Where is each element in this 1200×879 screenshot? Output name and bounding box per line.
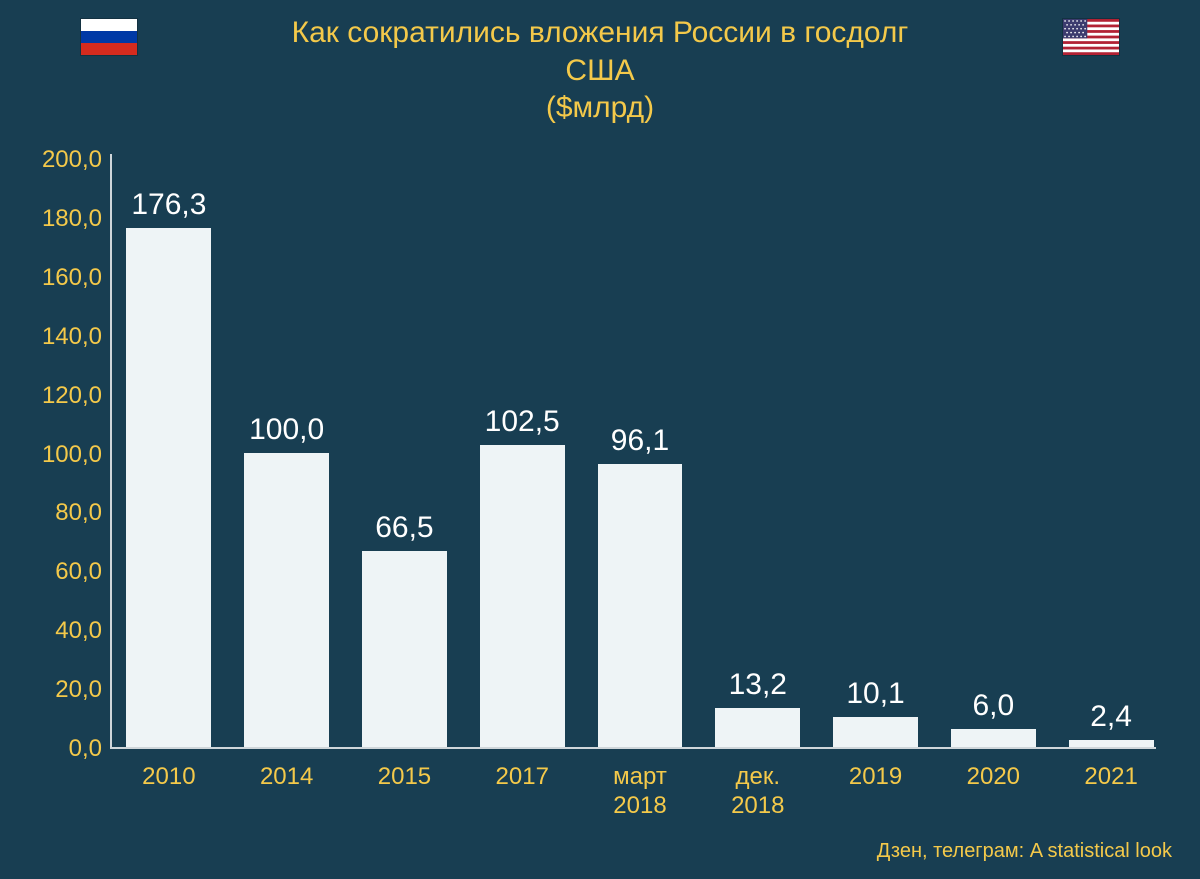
y-tick-label: 180,0 (6, 205, 102, 233)
x-tick-label: 2019 (849, 763, 902, 792)
x-tick-label: дек. 2018 (731, 763, 784, 821)
y-tick-label: 0,0 (6, 735, 102, 763)
x-tick-label: март 2018 (613, 763, 667, 821)
y-tick-label: 100,0 (6, 441, 102, 469)
bar: 13,2 (715, 708, 800, 747)
bar-value-label: 100,0 (249, 413, 324, 447)
bar: 6,0 (951, 729, 1036, 747)
bar: 66,5 (362, 551, 447, 747)
y-axis-ticks: 0,020,040,060,080,0100,0120,0140,0160,01… (6, 160, 102, 749)
bar-value-label: 96,1 (611, 424, 669, 458)
y-tick-label: 80,0 (6, 499, 102, 527)
x-tick-label: 2014 (260, 763, 313, 792)
bar: 176,3 (126, 228, 211, 747)
bar-value-label: 2,4 (1090, 700, 1132, 734)
bar-value-label: 10,1 (846, 677, 904, 711)
plot-area: 0,020,040,060,080,0100,0120,0140,0160,01… (110, 160, 1170, 749)
bar: 2,4 (1069, 740, 1154, 747)
bar: 96,1 (598, 464, 683, 747)
y-tick-label: 200,0 (6, 146, 102, 174)
bar-value-label: 6,0 (972, 689, 1014, 723)
x-tick-label: 2010 (142, 763, 195, 792)
y-tick-label: 60,0 (6, 558, 102, 586)
y-tick-label: 120,0 (6, 382, 102, 410)
y-tick-label: 140,0 (6, 323, 102, 351)
bar: 10,1 (833, 717, 918, 747)
chart-root: Как сократились вложения России в госдол… (0, 0, 1200, 879)
bar-value-label: 66,5 (375, 511, 433, 545)
bar-value-label: 176,3 (131, 188, 206, 222)
y-tick-label: 20,0 (6, 676, 102, 704)
chart-title: Как сократились вложения России в госдол… (0, 14, 1200, 127)
chart-header: Как сократились вложения России в госдол… (0, 14, 1200, 127)
bar-value-label: 102,5 (485, 405, 560, 439)
bar: 102,5 (480, 445, 565, 747)
bar: 100,0 (244, 453, 329, 748)
y-tick-label: 40,0 (6, 617, 102, 645)
x-tick-label: 2020 (967, 763, 1020, 792)
credit-text: Дзен, телеграм: A statistical look (877, 840, 1172, 863)
x-tick-label: 2017 (496, 763, 549, 792)
x-tick-label: 2021 (1084, 763, 1137, 792)
bars-container: 176,3 100,0 66,5 102,5 96,1 13,2 10,1 6,0 2,4 (110, 160, 1170, 749)
x-tick-label: 2015 (378, 763, 431, 792)
bar-value-label: 13,2 (729, 668, 787, 702)
y-tick-label: 160,0 (6, 264, 102, 292)
